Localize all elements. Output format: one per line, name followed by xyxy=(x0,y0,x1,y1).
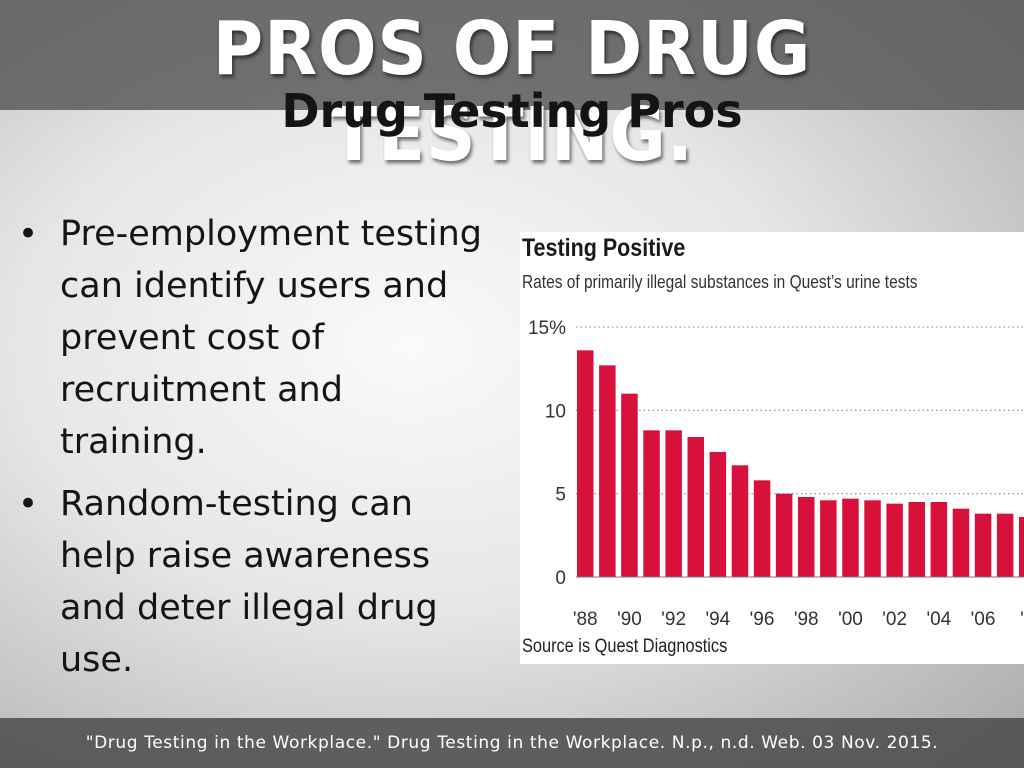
bullet-text: Pre-employment testing can identify user… xyxy=(60,214,482,462)
bar xyxy=(577,350,594,577)
bar xyxy=(996,513,1014,577)
bullet-text: Random-testing can help raise awareness … xyxy=(60,484,438,680)
bar xyxy=(886,503,903,577)
chart-panel: 051015%'88'90'92'94'96'98'00'02'04'06'0 … xyxy=(520,232,1024,664)
bar xyxy=(753,480,771,577)
y-tick-label: 10 xyxy=(545,401,566,422)
y-tick-label: 15% xyxy=(528,318,566,339)
slide-title: PROS OF DRUG TESTING. xyxy=(212,6,812,178)
bullet-list: • Pre-employment testing can identify us… xyxy=(14,208,494,696)
bar xyxy=(665,430,682,577)
slide-heading: Drug Testing Pros xyxy=(281,84,743,138)
x-tick-label: '92 xyxy=(661,609,686,630)
x-tick-label: '04 xyxy=(926,609,951,630)
x-tick-label: '94 xyxy=(705,609,730,630)
bar xyxy=(798,497,815,577)
chart-title: Testing Positive xyxy=(522,234,686,262)
title-band xyxy=(0,0,1024,110)
bar xyxy=(974,513,992,577)
bullet-item-random-testing: • Random-testing can help raise awarenes… xyxy=(14,478,494,686)
y-tick-label: 0 xyxy=(555,568,566,589)
bar xyxy=(952,508,970,577)
bullet-dot-icon: • xyxy=(18,484,39,524)
bar xyxy=(709,452,727,577)
chart-source: Source is Quest Diagnostics xyxy=(522,636,728,657)
bar xyxy=(908,502,925,577)
chart-subtitle: Rates of primarily illegal substances in… xyxy=(522,272,918,292)
x-tick-label: '00 xyxy=(838,609,863,630)
bar xyxy=(731,465,749,577)
bar xyxy=(775,493,793,577)
footer-band xyxy=(0,718,1024,768)
x-tick-label: '90 xyxy=(617,609,642,630)
x-tick-label: '0 xyxy=(1020,609,1024,630)
bar-chart: 0 5 10 15% '88 '90 '92 '94 '96 '98 '00 '02 '04 '06 '0 xyxy=(528,318,1024,630)
x-tick-label: '88 xyxy=(573,609,598,630)
bullet-item-pre-employment: • Pre-employment testing can identify us… xyxy=(14,208,494,468)
x-tick-label: '98 xyxy=(794,609,819,630)
bar xyxy=(864,500,881,577)
bullet-dot-icon: • xyxy=(18,214,39,254)
x-tick-label: '96 xyxy=(750,609,775,630)
bar xyxy=(643,430,660,577)
bar xyxy=(1019,517,1024,577)
bar xyxy=(621,393,638,577)
bar xyxy=(687,437,704,577)
bar xyxy=(820,500,837,577)
citation: "Drug Testing in the Workplace." Drug Te… xyxy=(85,733,939,753)
x-tick-label: '02 xyxy=(882,609,907,630)
bar xyxy=(599,365,616,577)
bar xyxy=(842,498,859,577)
bar xyxy=(930,502,948,577)
y-tick-label: 5 xyxy=(555,485,566,506)
x-tick-label: '06 xyxy=(971,609,996,630)
